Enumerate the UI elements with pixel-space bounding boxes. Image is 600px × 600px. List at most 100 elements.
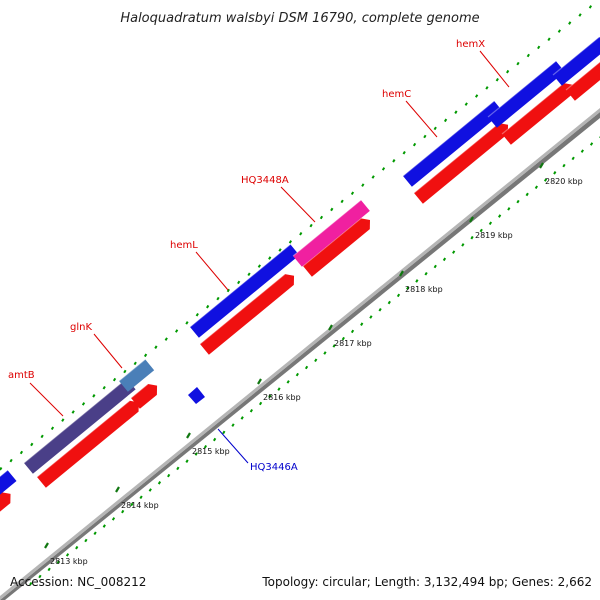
outer-tick-row-tick [164, 337, 168, 341]
outer-tick-row-tick [588, 5, 593, 9]
reverse-cds-glnK-body [131, 384, 158, 409]
outer-tick-row-tick [350, 191, 355, 195]
inner-tick-row-tick [231, 423, 235, 427]
inner-tick-row-tick [314, 358, 318, 363]
reverse-cds-hemX-highlight [501, 82, 565, 135]
outer-tick-row-tick [443, 118, 448, 123]
outer-tick-row-tick [371, 175, 375, 179]
inner-tick-row-tick [341, 336, 345, 341]
reverse-cds-1 [0, 491, 11, 512]
major-tick [257, 378, 262, 385]
forward-cds-hemL-body [190, 244, 300, 338]
inner-tick-row-tick [369, 315, 373, 319]
reverse-cds-hemL-highlight [199, 273, 286, 345]
inner-tick-row-tick [433, 264, 437, 269]
outer-tick-row-tick [61, 418, 65, 422]
inner-tick-row-tick [534, 185, 539, 189]
inner-tick-row-tick [553, 171, 557, 175]
forward-cds-hemX [487, 60, 565, 128]
outer-tick-row-tick [185, 321, 189, 325]
major-tick [328, 324, 333, 331]
outer-tick-row-tick [516, 61, 520, 66]
outer-tick-row-tick [547, 37, 551, 42]
forward-cds-next-body [553, 36, 600, 86]
forward-cds-amtB-highlight [23, 378, 128, 464]
inner-tick-row-tick [277, 387, 281, 391]
scale-label: 2820 kbp [545, 177, 583, 186]
outer-tick-row-tick [40, 434, 44, 439]
accession-text: Accession: NC_008212 [10, 575, 146, 589]
outer-tick-row-tick [175, 329, 179, 333]
inner-tick-row-tick [47, 567, 51, 572]
inner-tick-row-tick [203, 445, 208, 449]
forward-cds-1-highlight [0, 469, 9, 478]
inner-tick-row-tick [396, 293, 401, 298]
forward-cds-amtB-body [24, 378, 136, 474]
reverse-cds-1-body [0, 492, 11, 512]
forward-cds-hemC-body [403, 101, 504, 187]
inner-tick-row-tick [29, 581, 33, 586]
inner-tick-row-tick [323, 351, 327, 355]
gene-label-amtB: amtB [8, 370, 64, 417]
inner-tick-row-tick [525, 192, 529, 197]
inner-tick-row-tick [167, 473, 171, 478]
reverse-cds-hemC [413, 122, 509, 204]
gene-label-text: hemL [170, 240, 198, 251]
outer-tick-row-tick [247, 272, 251, 277]
topology-summary: Topology: circular; Length: 3,132,494 bp… [261, 575, 592, 589]
reverse-cds-amtB [36, 400, 139, 488]
reverse-cds-hemC-body [414, 123, 509, 204]
reverse-cds-HQ3448A-highlight [302, 217, 362, 267]
outer-tick-row-tick [195, 313, 199, 317]
outer-tick-row-tick [102, 385, 106, 390]
major-tick [399, 270, 404, 277]
forward-cds-hemL [189, 243, 300, 338]
scale-label: 2813 kbp [50, 557, 88, 566]
scale-label: 2818 kbp [405, 285, 443, 294]
inner-tick-row-tick [222, 430, 226, 435]
inner-tick-row-tick [148, 488, 152, 492]
outer-tick-row-tick [495, 78, 499, 82]
forward-cds-glnK-body [119, 359, 155, 392]
inner-tick-row [29, 136, 600, 586]
inner-tick-row-tick [38, 574, 42, 579]
outer-tick-row-tick [112, 377, 117, 382]
inner-tick-row-tick [415, 279, 419, 283]
major-tick [115, 486, 120, 493]
inner-tick-row-tick [157, 481, 162, 485]
reverse-cds-hemL-body [200, 274, 295, 355]
forward-cds-hemL-highlight [189, 243, 291, 328]
scale-label: 2816 kbp [263, 393, 301, 402]
forward-cds-next-highlight [552, 36, 600, 76]
reverse-cds-hemL [199, 273, 295, 355]
inner-tick-row-tick [424, 271, 428, 276]
inner-tick-row-tick [580, 149, 584, 153]
outer-tick-row-tick [557, 29, 561, 33]
major-tick [469, 216, 474, 223]
forward-cds-glnK [118, 358, 155, 392]
forward-cds-hemC [402, 100, 504, 187]
inner-tick-row-tick [139, 495, 143, 499]
inner-tick-row-tick [516, 199, 520, 204]
outer-tick-row-tick [278, 248, 282, 252]
outer-tick-row-tick [485, 86, 489, 90]
leader-line [29, 382, 64, 417]
outer-tick-row-tick [30, 442, 34, 447]
inner-tick-row-tick [378, 308, 382, 312]
leader-line [93, 333, 123, 369]
outer-tick-row-tick [361, 183, 365, 187]
outer-tick-row [0, 5, 593, 471]
outer-tick-row-tick [226, 288, 230, 293]
feature-layer [0, 36, 600, 600]
leader-line [217, 428, 249, 464]
reverse-cds-next [565, 61, 600, 101]
outer-tick-row-tick [133, 361, 137, 366]
major-tick [44, 542, 49, 549]
forward-cds-glnK-highlight [118, 358, 146, 382]
outer-tick-row-tick [92, 394, 96, 398]
scale-label: 2814 kbp [121, 501, 159, 510]
outer-tick-row-tick [216, 296, 220, 301]
inner-tick-row-tick [589, 142, 594, 146]
outer-tick-row-tick [206, 304, 210, 309]
inner-tick-row-tick [84, 538, 88, 543]
